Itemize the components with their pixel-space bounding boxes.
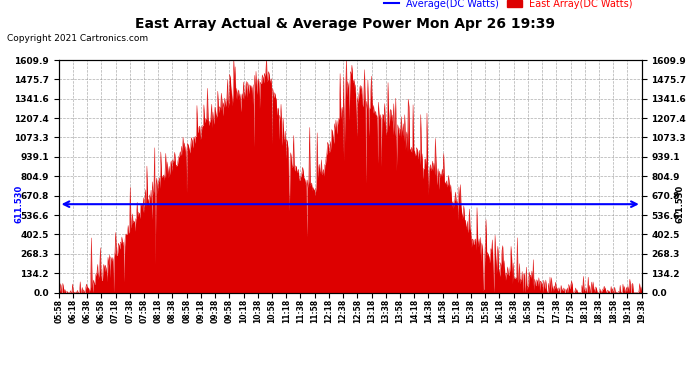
Legend: Average(DC Watts), East Array(DC Watts): Average(DC Watts), East Array(DC Watts) [380, 0, 637, 13]
Text: East Array Actual & Average Power Mon Apr 26 19:39: East Array Actual & Average Power Mon Ap… [135, 17, 555, 31]
Text: 611.530: 611.530 [14, 185, 23, 223]
Text: 611.530: 611.530 [675, 185, 684, 223]
Text: Copyright 2021 Cartronics.com: Copyright 2021 Cartronics.com [7, 34, 148, 43]
